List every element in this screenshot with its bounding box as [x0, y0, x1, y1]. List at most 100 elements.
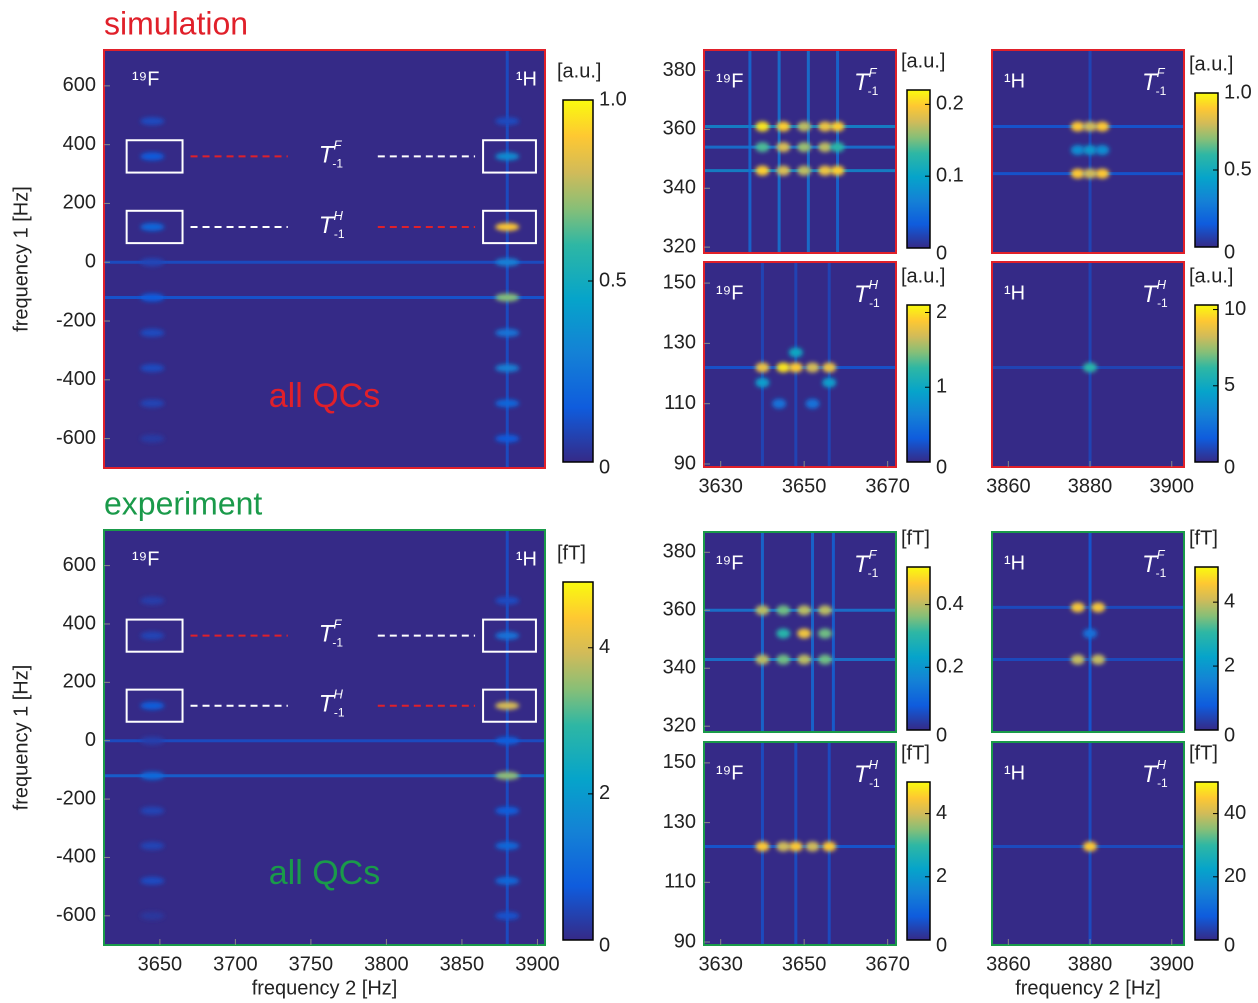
t-base: T — [1142, 761, 1159, 788]
y-tick-label: 200 — [63, 671, 96, 693]
y-tick-label: 130 — [663, 811, 696, 833]
region-box — [125, 618, 184, 653]
peak — [776, 654, 791, 665]
colorbar-tick-label: 0.5 — [599, 269, 627, 291]
x-tick-label: 3850 — [440, 953, 485, 975]
peak — [776, 121, 791, 132]
peak — [140, 806, 165, 815]
frame — [103, 49, 546, 469]
y-tick-label: 340 — [663, 657, 696, 679]
nucleus-label: ¹H — [516, 68, 537, 90]
peak — [1095, 121, 1110, 132]
colorbar-tick-label: 4 — [1224, 590, 1235, 612]
peak — [818, 654, 833, 665]
y-tick-label: 380 — [663, 59, 696, 81]
peak — [805, 841, 820, 852]
colorbar-tick-label: 0 — [1224, 241, 1235, 263]
panel-title: experiment — [104, 485, 262, 521]
peak — [495, 806, 520, 815]
frame — [703, 531, 897, 733]
peak — [822, 377, 837, 388]
peak — [495, 434, 520, 443]
peak — [140, 434, 165, 443]
frame — [103, 529, 546, 946]
t-label: TF -1 — [854, 547, 879, 580]
x-tick-label: 3650 — [138, 953, 183, 975]
t-sub: -1 — [1156, 84, 1167, 98]
heatmap — [704, 532, 896, 732]
t-label: TH -1 — [854, 757, 880, 790]
peak — [1070, 121, 1085, 132]
t-base: T — [854, 281, 871, 308]
colorbar-tick-label: 0 — [1224, 456, 1235, 478]
peak — [495, 399, 520, 408]
peak — [140, 876, 165, 885]
t-sup: F — [869, 65, 878, 80]
colorbar-tick-label: 2 — [1224, 654, 1235, 676]
colorbar-tick-label: 20 — [1224, 865, 1246, 887]
y-tick-label: -400 — [56, 846, 96, 868]
y-tick-label: -600 — [56, 904, 96, 926]
t-sup: F — [333, 138, 342, 153]
peak — [495, 736, 520, 745]
peak — [495, 631, 520, 640]
colorbar — [1194, 304, 1219, 463]
y-tick-label: 90 — [674, 930, 696, 952]
region-box — [482, 688, 537, 723]
x-tick-label: 3750 — [289, 953, 334, 975]
colorbar-unit: [a.u.] — [1189, 265, 1233, 287]
peak — [818, 142, 833, 153]
colorbar-tick-label: 0 — [936, 934, 947, 956]
peak — [776, 362, 791, 373]
t-label: TH -1 — [1142, 277, 1168, 310]
t-label: TF -1 — [1142, 65, 1167, 98]
peak — [818, 121, 833, 132]
t-sub: -1 — [1157, 296, 1168, 310]
colorbar — [1194, 566, 1219, 731]
t-base: T — [854, 551, 871, 578]
y-tick-label: 600 — [63, 554, 96, 576]
t-label: TF -1 — [319, 617, 344, 650]
peak — [495, 364, 520, 373]
peak — [495, 222, 520, 231]
colorbar-tick-label: 0 — [936, 724, 947, 746]
x-tick-label: 3900 — [1149, 475, 1194, 497]
frame — [991, 261, 1185, 468]
peak — [805, 362, 820, 373]
t-sub: -1 — [869, 296, 880, 310]
peak — [495, 911, 520, 920]
nucleus-label: ¹H — [1004, 762, 1025, 784]
peak — [140, 328, 165, 337]
peak — [822, 841, 837, 852]
nucleus-label: ¹⁹F — [132, 68, 159, 90]
peak — [797, 654, 812, 665]
y-tick-label: -200 — [56, 787, 96, 809]
colorbar-tick-label: 40 — [1224, 802, 1246, 824]
y-tick-label: 400 — [63, 612, 96, 634]
y-tick-label: 0 — [85, 251, 96, 273]
colorbar-tick-label: 0 — [936, 242, 947, 264]
heatmap-background — [104, 530, 545, 945]
peak — [140, 736, 165, 745]
colorbar-tick-label: 2 — [936, 301, 947, 323]
peak — [830, 165, 845, 176]
peak — [1083, 145, 1098, 156]
colorbar — [1194, 781, 1219, 941]
colorbar-tick-label: 0 — [599, 456, 610, 478]
peak — [755, 841, 770, 852]
colorbar-tick-label: 1.0 — [1224, 81, 1252, 103]
colorbar-unit: [fT] — [1189, 527, 1218, 549]
t-sub: -1 — [332, 636, 343, 650]
t-sub: -1 — [334, 706, 345, 720]
peak — [788, 347, 803, 358]
t-base: T — [1142, 69, 1159, 96]
y-tick-label: 340 — [663, 177, 696, 199]
t-label: TF -1 — [854, 65, 879, 98]
peak — [1091, 654, 1106, 665]
colorbar-tick-label: 0 — [1224, 934, 1235, 956]
x-tick-label: 3650 — [782, 953, 827, 975]
t-label: TF -1 — [319, 138, 344, 171]
peak — [822, 362, 837, 373]
heatmap — [104, 50, 545, 468]
x-tick-label: 3630 — [698, 953, 743, 975]
